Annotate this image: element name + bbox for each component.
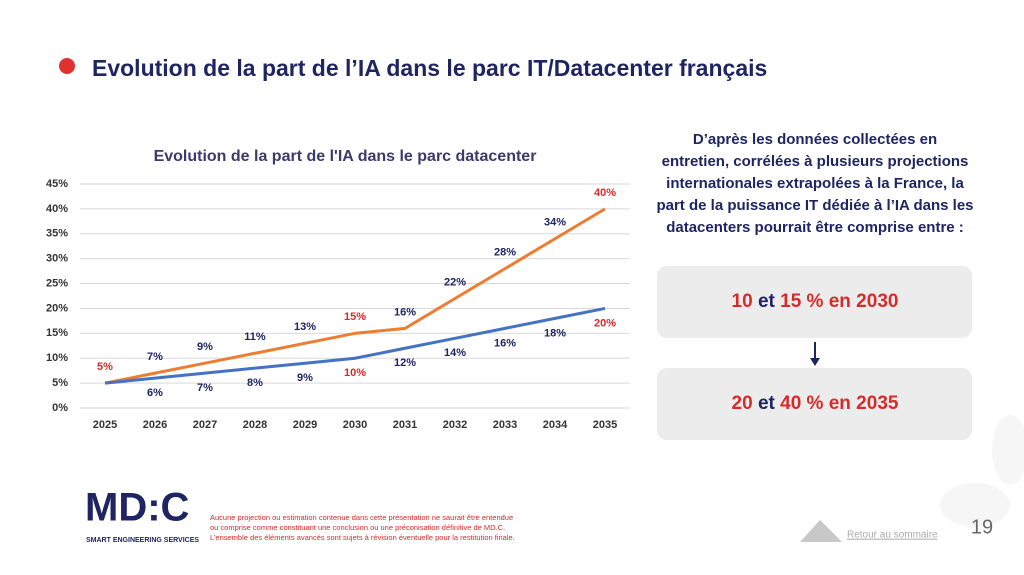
y-tick-label: 35% xyxy=(46,228,68,240)
intro-line: datacenters pourrait être comprise entre… xyxy=(666,219,964,236)
x-tick-label: 2026 xyxy=(143,419,167,431)
slide-title: Evolution de la part de l’IA dans le par… xyxy=(92,55,767,81)
back-link[interactable]: Retour au sommaire xyxy=(847,530,938,541)
value-label: 16% xyxy=(394,306,416,318)
value-label: 5% xyxy=(97,361,113,373)
y-tick-label: 40% xyxy=(46,203,68,215)
text: en 2030 xyxy=(823,291,898,312)
y-tick-label: 30% xyxy=(46,253,68,265)
range-box xyxy=(657,368,972,440)
intro-line: entretien, corrélées à plusieurs project… xyxy=(662,153,969,170)
value: 20 xyxy=(732,393,753,414)
value-label: 12% xyxy=(394,357,416,369)
value-label: 7% xyxy=(197,382,213,394)
decor xyxy=(940,415,1024,527)
value-label: 7% xyxy=(147,351,163,363)
value-label: 9% xyxy=(197,341,213,353)
value-label: 14% xyxy=(444,347,466,359)
up-icon[interactable] xyxy=(800,520,842,542)
x-tick-label: 2031 xyxy=(393,419,417,431)
value: 40 % xyxy=(780,393,823,414)
disclaimer: ou comprise comme constituant une conclu… xyxy=(210,523,505,532)
logo: MD:C xyxy=(85,486,189,530)
x-tick-label: 2029 xyxy=(293,419,317,431)
x-tick-label: 2032 xyxy=(443,419,467,431)
value-label: 13% xyxy=(294,321,316,333)
range-box xyxy=(657,266,972,338)
value-label: 18% xyxy=(544,327,566,339)
series-line xyxy=(104,306,606,385)
y-tick-label: 25% xyxy=(46,277,68,289)
y-tick-label: 5% xyxy=(52,377,68,389)
x-tick-label: 2034 xyxy=(543,419,568,431)
disclaimer: Aucune projection ou estimation contenue… xyxy=(210,513,513,522)
value-label: 6% xyxy=(147,387,163,399)
value-label: 15% xyxy=(344,311,366,323)
range-text: 20 et 40 % en 2035 xyxy=(732,393,899,414)
x-tick-label: 2030 xyxy=(343,419,367,431)
value: 10 xyxy=(732,291,753,312)
intro-line: internationales extrapolées à la France,… xyxy=(666,175,964,192)
x-tick-label: 2033 xyxy=(493,419,517,431)
intro-line: D’après les données collectées en xyxy=(693,131,937,148)
text: et xyxy=(753,291,780,312)
value-label: 10% xyxy=(344,367,366,379)
value-label: 40% xyxy=(594,187,616,199)
value-label: 8% xyxy=(247,377,263,389)
range-text: 10 et 15 % en 2030 xyxy=(732,291,899,312)
x-tick-label: 2028 xyxy=(243,419,267,431)
value-label: 34% xyxy=(544,217,566,229)
chart: 0% 5% 10% 15% 20% 25% 30% 35% 40% 45% 2025 2026 2027… xyxy=(46,178,630,431)
intro-line: part de la puissance IT dédiée à l’IA da… xyxy=(656,197,973,214)
value-label: 22% xyxy=(444,276,466,288)
y-tick-label: 0% xyxy=(52,402,68,414)
value-label: 11% xyxy=(244,331,266,343)
value-label: 20% xyxy=(594,317,616,329)
text: en 2035 xyxy=(823,393,898,414)
y-tick-label: 15% xyxy=(46,327,68,339)
x-tick-label: 2035 xyxy=(593,419,617,431)
value-label: 28% xyxy=(494,247,516,259)
value-label: 16% xyxy=(494,337,516,349)
series-line xyxy=(104,207,606,385)
x-tick-label: 2027 xyxy=(193,419,217,431)
chart-title: Evolution de la part de l'IA dans le par… xyxy=(154,148,537,165)
title-bullet xyxy=(59,58,75,74)
y-tick-label: 10% xyxy=(46,352,68,364)
disclaimer: L’ensemble des éléments avancés sont suj… xyxy=(210,533,515,542)
logo-subtitle: SMART ENGINEERING SERVICES xyxy=(86,537,199,544)
x-tick-label: 2025 xyxy=(93,419,117,431)
value-label: 9% xyxy=(297,372,313,384)
y-tick-label: 45% xyxy=(46,178,68,190)
intro-text: D’après les données collectées en entret… xyxy=(656,131,973,236)
page-number: 19 xyxy=(971,516,993,538)
text: et xyxy=(753,393,780,414)
y-tick-label: 20% xyxy=(46,302,68,314)
arrow-head xyxy=(810,358,820,366)
value: 15 % xyxy=(780,291,823,312)
